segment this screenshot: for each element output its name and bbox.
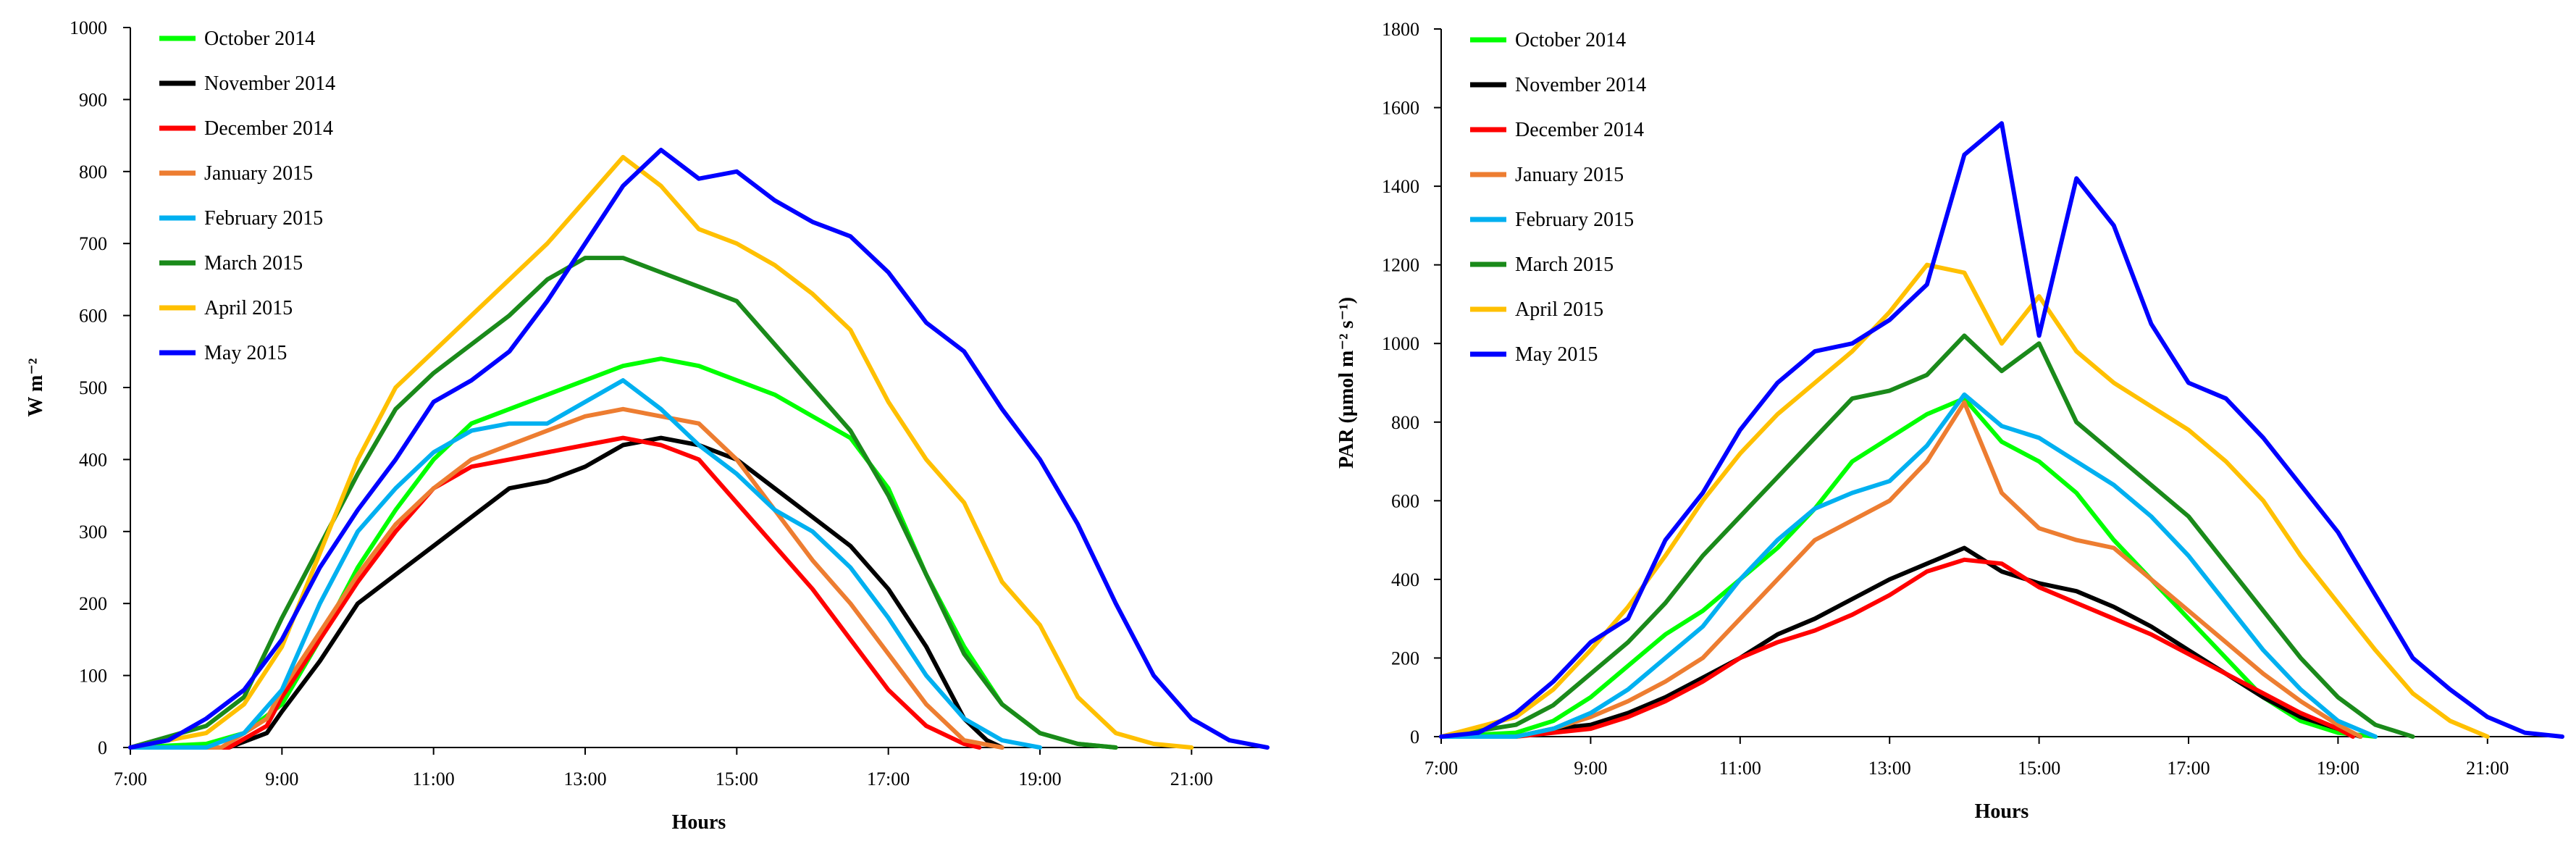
x-tick-label: 13:00 [1868, 758, 1911, 779]
x-axis-label: Hours [1975, 800, 2029, 823]
y-tick-label: 1400 [1382, 176, 1419, 197]
series-line-march-2015 [128, 256, 1118, 750]
x-tick-label: 13:00 [563, 768, 606, 790]
y-tick-label: 0 [98, 737, 107, 758]
series-line-december-2014 [128, 435, 982, 750]
y-tick-label: 1800 [1382, 19, 1419, 40]
x-tick-label: 21:00 [1170, 768, 1213, 790]
x-tick-label: 19:00 [2317, 758, 2359, 779]
legend-entry: May 2015 [1515, 343, 1598, 366]
y-tick-label: 800 [1391, 412, 1419, 433]
series-line-may-2015 [128, 148, 1270, 750]
legend-entry: December 2014 [1515, 119, 1644, 141]
legend-entry: February 2015 [204, 207, 323, 230]
y-tick-label: 1000 [1382, 333, 1419, 354]
legend-entry: February 2015 [1515, 209, 1634, 231]
y-tick-label: 400 [79, 449, 107, 470]
series-line-november-2014 [1439, 545, 2363, 739]
y-axis-label: W m⁻² [25, 359, 47, 417]
y-tick-label: 1200 [1382, 255, 1419, 276]
y-tick-label: 0 [1410, 726, 1419, 747]
x-tick-label: 9:00 [1574, 758, 1607, 779]
legend-entry: March 2015 [204, 252, 303, 275]
legend-entry: October 2014 [204, 28, 315, 50]
y-tick-label: 600 [79, 306, 107, 327]
legend-entry: May 2015 [204, 342, 287, 364]
x-tick-label: 17:00 [2167, 758, 2210, 779]
chart-par: 0 200 400 600 800 1000 1200 1400 1600 1800 7:00 9:0… [1335, 19, 2564, 823]
y-tick-label: 1000 [70, 17, 107, 38]
chart-irradiance: 0 100 200 300 400 500 600 700 800 900 1000 7:00 9:00… [25, 17, 1270, 834]
legend-entry: November 2014 [1515, 74, 1646, 96]
x-tick-label: 19:00 [1018, 768, 1061, 790]
y-tick-label: 800 [79, 162, 107, 183]
x-tick-label: 11:00 [1719, 758, 1761, 779]
y-axis-label: PAR (µmol m⁻² s⁻¹) [1335, 297, 1358, 469]
legend-entry: April 2015 [1515, 298, 1603, 321]
series-line-january-2015 [1439, 400, 2363, 739]
legend-entry: January 2015 [204, 162, 313, 185]
series-line-october-2014 [1439, 396, 2378, 739]
x-tick-label: 11:00 [413, 768, 455, 790]
y-tick-label: 400 [1391, 569, 1419, 590]
series-line-may-2015 [1439, 121, 2564, 739]
x-tick-label: 9:00 [265, 768, 298, 790]
legend-entry: November 2014 [204, 72, 335, 95]
legend-entry: March 2015 [1515, 254, 1614, 276]
x-tick-label: 7:00 [114, 768, 147, 790]
series-line-april-2015 [128, 154, 1194, 750]
series-line-january-2015 [128, 406, 1004, 750]
x-tick-label: 7:00 [1425, 758, 1458, 779]
legend-entry: October 2014 [1515, 29, 1626, 51]
y-tick-label: 700 [79, 233, 107, 254]
x-tick-label: 15:00 [716, 768, 758, 790]
series-line-december-2014 [1439, 557, 2355, 739]
y-tick-label: 600 [1391, 490, 1419, 511]
y-tick-label: 1600 [1382, 98, 1419, 119]
series-line-march-2015 [1439, 333, 2415, 739]
series-line-november-2014 [128, 435, 1004, 750]
series-line-october-2014 [128, 356, 1118, 750]
y-tick-label: 900 [79, 89, 107, 110]
x-tick-label: 17:00 [867, 768, 910, 790]
y-tick-label: 500 [79, 377, 107, 398]
series-line-february-2015 [128, 378, 1042, 750]
y-tick-label: 200 [79, 593, 107, 614]
x-tick-label: 21:00 [2466, 758, 2509, 779]
series-line-february-2015 [1439, 392, 2378, 739]
legend-entry: December 2014 [204, 117, 333, 140]
legend-entry: January 2015 [1515, 164, 1624, 186]
y-tick-label: 300 [79, 522, 107, 543]
x-axis-label: Hours [672, 811, 726, 834]
legend-entry: April 2015 [204, 297, 293, 319]
y-tick-label: 200 [1391, 648, 1419, 669]
x-tick-label: 15:00 [2018, 758, 2060, 779]
y-tick-label: 100 [79, 666, 107, 687]
